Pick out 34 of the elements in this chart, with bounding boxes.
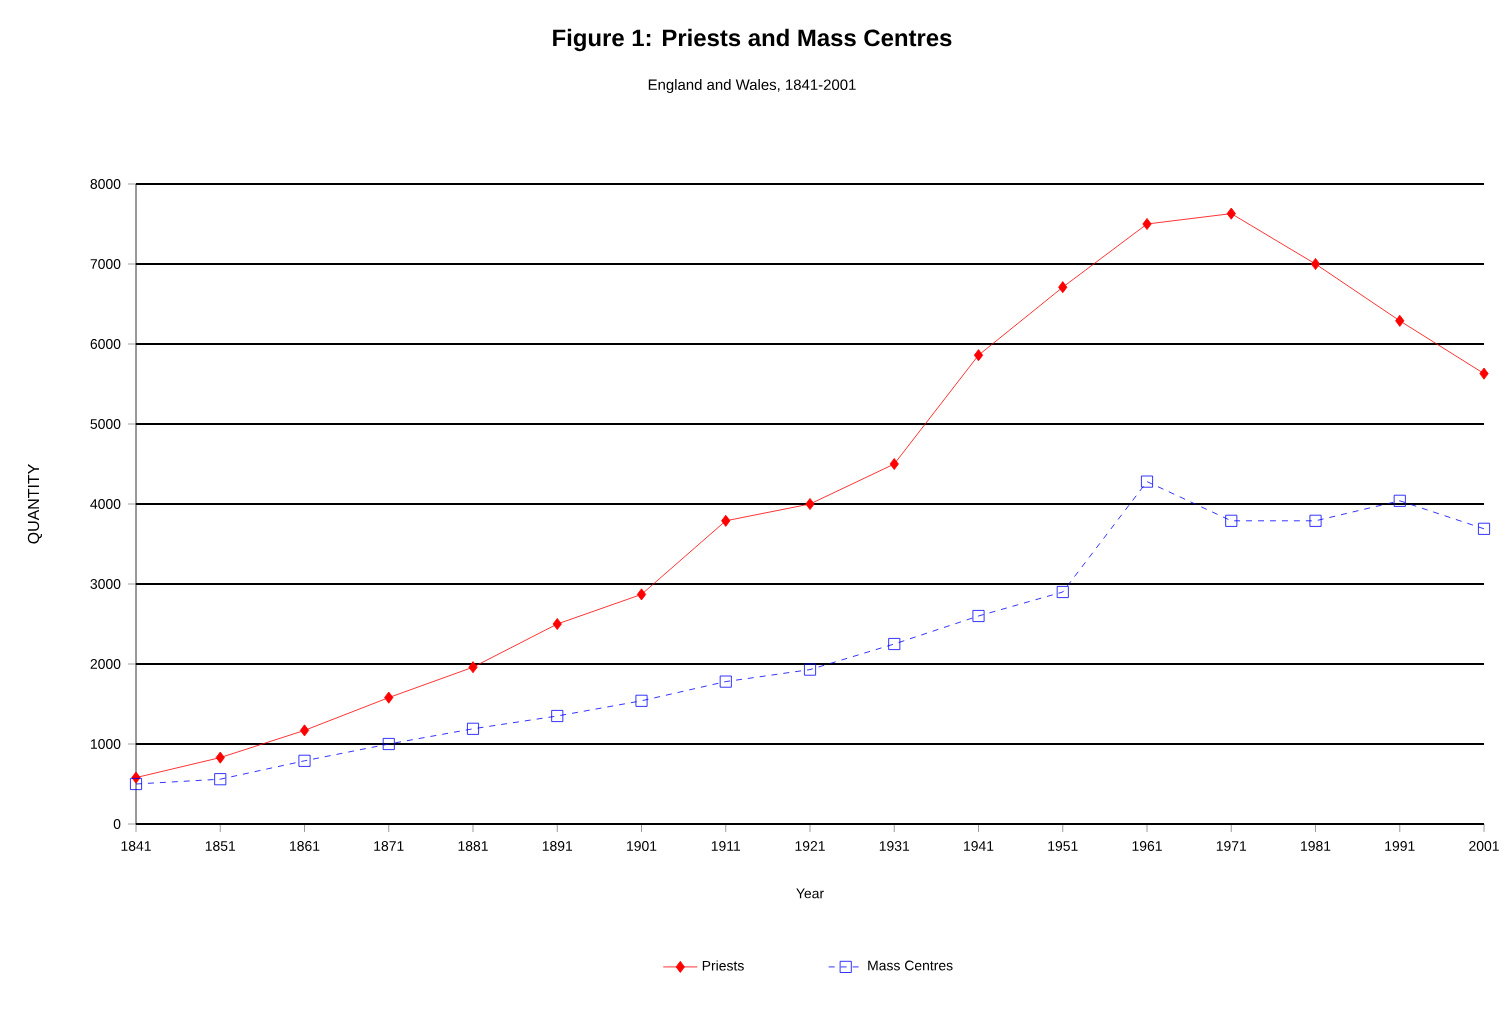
point bbox=[973, 349, 984, 362]
chart-title: Figure 1: Priests and Mass Centres bbox=[553, 28, 952, 52]
point bbox=[467, 722, 479, 735]
point bbox=[299, 724, 310, 737]
point bbox=[1393, 494, 1406, 507]
point bbox=[889, 458, 899, 470]
point bbox=[130, 778, 142, 790]
point bbox=[215, 751, 225, 764]
point bbox=[972, 610, 985, 622]
point bbox=[805, 498, 815, 510]
point bbox=[1395, 314, 1405, 327]
point bbox=[719, 675, 732, 688]
point bbox=[1310, 258, 1321, 271]
point bbox=[298, 754, 311, 767]
point bbox=[1056, 586, 1069, 598]
point bbox=[1309, 514, 1322, 527]
point bbox=[382, 738, 395, 750]
point bbox=[1478, 522, 1491, 535]
point bbox=[468, 661, 478, 674]
point bbox=[888, 638, 901, 650]
point bbox=[1141, 475, 1154, 488]
point bbox=[1142, 218, 1152, 231]
point bbox=[721, 514, 731, 527]
point bbox=[384, 691, 394, 704]
point bbox=[1058, 281, 1068, 294]
point bbox=[1226, 207, 1236, 220]
point bbox=[1225, 514, 1238, 527]
point bbox=[552, 618, 562, 630]
point bbox=[635, 694, 648, 707]
point bbox=[1479, 367, 1489, 380]
point bbox=[214, 773, 227, 786]
point bbox=[551, 710, 564, 722]
point bbox=[636, 588, 647, 601]
point bbox=[804, 663, 817, 676]
